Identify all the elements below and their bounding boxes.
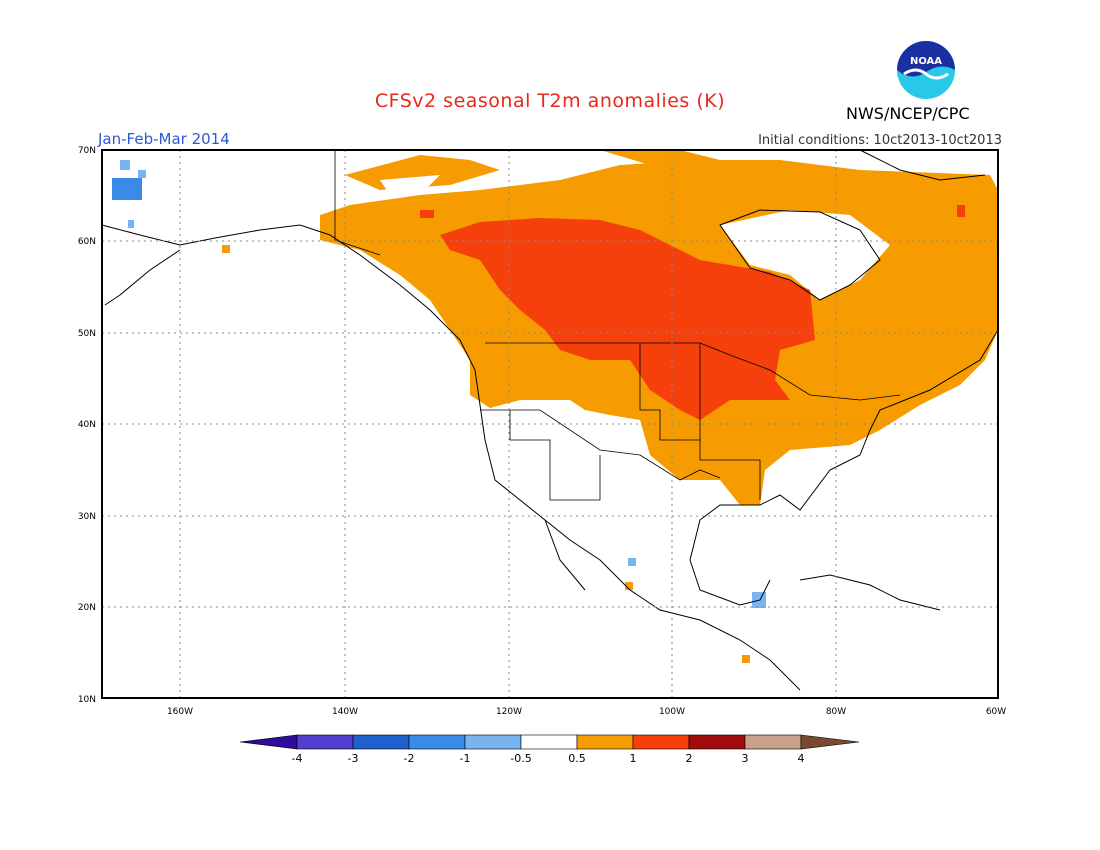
- lon-label: 100W: [659, 707, 685, 717]
- colorbar-label: 0.5: [568, 752, 586, 765]
- lat-label: 40N: [78, 420, 96, 430]
- colorbar-labels: -4 -3 -2 -1 -0.5 0.5 1 2 3 4: [292, 752, 805, 765]
- colorbar-label: 2: [686, 752, 693, 765]
- colorbar-label: 3: [742, 752, 749, 765]
- colorbar-swatch: [352, 734, 410, 750]
- colorbar-label: -1: [460, 752, 471, 765]
- graticule: [102, 150, 998, 698]
- initial-conditions: Initial conditions: 10ct2013-10ct2013: [758, 133, 1002, 148]
- colorbar-swatch: [296, 734, 354, 750]
- agency-label: NWS/NCEP/CPC: [846, 104, 970, 123]
- colorbar-label: -4: [292, 752, 303, 765]
- map-frame: [101, 149, 999, 699]
- lat-label: 70N: [78, 146, 96, 156]
- lat-label: 10N: [78, 695, 96, 705]
- political-borders: [334, 150, 901, 501]
- anomaly-red: [440, 218, 815, 420]
- lon-label: 160W: [167, 707, 193, 717]
- colorbar-label: -3: [348, 752, 359, 765]
- forecast-period: Jan-Feb-Mar 2014: [98, 130, 230, 148]
- colorbar-swatch: [520, 734, 578, 750]
- lon-labels: 160W 140W 120W 100W 80W 60W: [167, 707, 1006, 717]
- lat-labels: 70N 60N 50N 40N 30N 20N 10N: [78, 146, 96, 705]
- colorbar-high-arrow: [800, 734, 860, 750]
- colorbar-swatch: [576, 734, 634, 750]
- lat-label: 30N: [78, 512, 96, 522]
- lon-label: 120W: [496, 707, 522, 717]
- colorbar-label: -0.5: [510, 752, 531, 765]
- coastlines: [101, 149, 999, 691]
- colorbar-swatch: [408, 734, 466, 750]
- lon-label: 60W: [986, 707, 1006, 717]
- lat-label: 60N: [78, 237, 96, 247]
- anomaly-blue-dark: [112, 178, 142, 200]
- colorbar-low-arrow: [239, 734, 298, 750]
- colorbar-label: 4: [798, 752, 805, 765]
- lon-label: 140W: [332, 707, 358, 717]
- noaa-logo: NOAA: [897, 41, 955, 99]
- colorbar-swatch: [464, 734, 522, 750]
- colorbar-swatch: [632, 734, 690, 750]
- lon-label: 80W: [826, 707, 846, 717]
- lat-label: 50N: [78, 329, 96, 339]
- colorbar-label: 1: [630, 752, 637, 765]
- anomaly-layer: [112, 150, 998, 663]
- colorbar: [239, 734, 860, 750]
- noaa-logo-text: NOAA: [910, 56, 942, 67]
- lat-label: 20N: [78, 603, 96, 613]
- colorbar-swatch: [744, 734, 802, 750]
- colorbar-label: -2: [404, 752, 415, 765]
- colorbar-swatch: [688, 734, 746, 750]
- map-title: CFSv2 seasonal T2m anomalies (K): [374, 90, 726, 112]
